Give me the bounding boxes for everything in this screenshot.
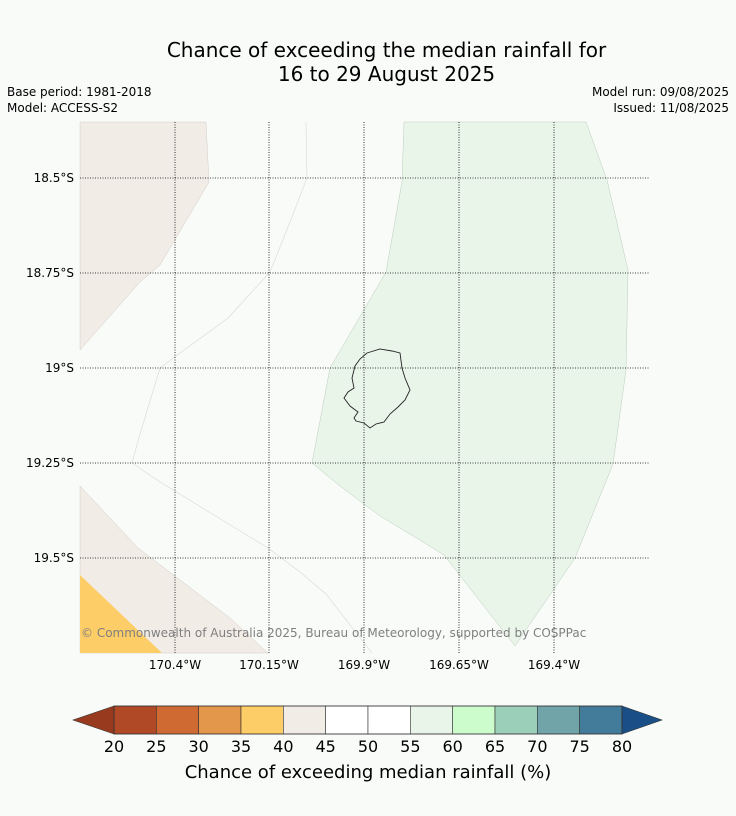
meta-right: Model run: 09/08/2025 Issued: 11/08/2025 — [592, 84, 729, 116]
lat-label-18-5: 18.5°S — [33, 171, 74, 185]
colorbar-tick-55: 55 — [400, 737, 421, 756]
colorbar-segment-60-65 — [452, 705, 496, 735]
model-run: Model run: 09/08/2025 — [591, 85, 729, 99]
title-line-1: Chance of exceeding the median rainfall … — [166, 38, 607, 62]
colorbar-low-extend — [72, 705, 115, 735]
lon-label-169-4: 169.4°W — [527, 658, 581, 672]
lon-label-169-65: 169.65°W — [429, 658, 489, 672]
colorbar-segment-70-75 — [537, 705, 580, 735]
gridlines — [80, 122, 649, 653]
colorbar-tick-25: 25 — [146, 737, 167, 756]
colorbar-segment-35-40 — [240, 705, 284, 735]
copyright-notice: © Commonwealth of Australia 2025, Bureau… — [81, 626, 587, 640]
colorbar-segment-75-80 — [579, 705, 623, 735]
colorbar-high-extend — [621, 705, 663, 735]
region-40-45-north — [79, 121, 210, 351]
lon-label-170-15: 170.15°W — [239, 658, 299, 672]
colorbar-tick-35: 35 — [230, 737, 252, 756]
title-line-2: 16 to 29 August 2025 — [277, 62, 496, 86]
colorbar-tick-70: 70 — [527, 737, 548, 756]
colorbar-tick-45: 45 — [315, 737, 336, 756]
colorbar-segment-40-45 — [283, 705, 326, 735]
lat-label-19-5: 19.5°S — [33, 551, 74, 565]
colorbar-tick-80: 80 — [611, 737, 633, 756]
colorbar-tick-60: 60 — [442, 737, 463, 756]
colorbar — [72, 705, 663, 735]
colorbar-segment-45-50 — [325, 705, 369, 735]
model-name: Model: ACCESS-S2 — [7, 101, 119, 115]
issued-date: Issued: 11/08/2025 — [613, 101, 729, 115]
colorbar-segment-50-55 — [367, 705, 411, 735]
colorbar-frame — [113, 705, 623, 735]
colorbar-tick-75: 75 — [569, 737, 590, 756]
colorbar-segment-30-35 — [198, 705, 242, 735]
lon-label-169-9: 169.9°W — [337, 658, 391, 672]
colorbar-title: Chance of exceeding median rainfall (%) — [184, 762, 552, 783]
colorbar-segment-25-30 — [156, 705, 199, 735]
meta-left: Base period: 1981-2018 Model: ACCESS-S2 — [7, 84, 152, 116]
region-35-40 — [80, 575, 162, 653]
base-period: Base period: 1981-2018 — [7, 85, 152, 99]
colorbar-tick-30: 30 — [188, 737, 209, 756]
contour-50 — [131, 121, 373, 654]
island-outline — [343, 348, 411, 429]
colorbar-segment-55-60 — [410, 705, 453, 735]
region-55-60 — [311, 121, 629, 647]
colorbar-segment-20-25 — [113, 705, 157, 735]
lat-label-19: 19°S — [45, 361, 74, 375]
colorbar-tick-20: 20 — [103, 737, 125, 756]
colorbar-tick-50: 50 — [357, 737, 379, 756]
colorbar-segments — [113, 705, 623, 735]
lat-label-18-75: 18.75°S — [26, 266, 74, 280]
colorbar-tick-40: 40 — [273, 737, 294, 756]
colorbar-segment-65-70 — [494, 705, 538, 735]
lon-label-170-4: 170.4°W — [148, 658, 202, 672]
colorbar-tick-65: 65 — [484, 737, 506, 756]
map-title: Chance of exceeding the median rainfall … — [0, 38, 736, 86]
lat-label-19-25: 19.25°S — [26, 456, 74, 470]
